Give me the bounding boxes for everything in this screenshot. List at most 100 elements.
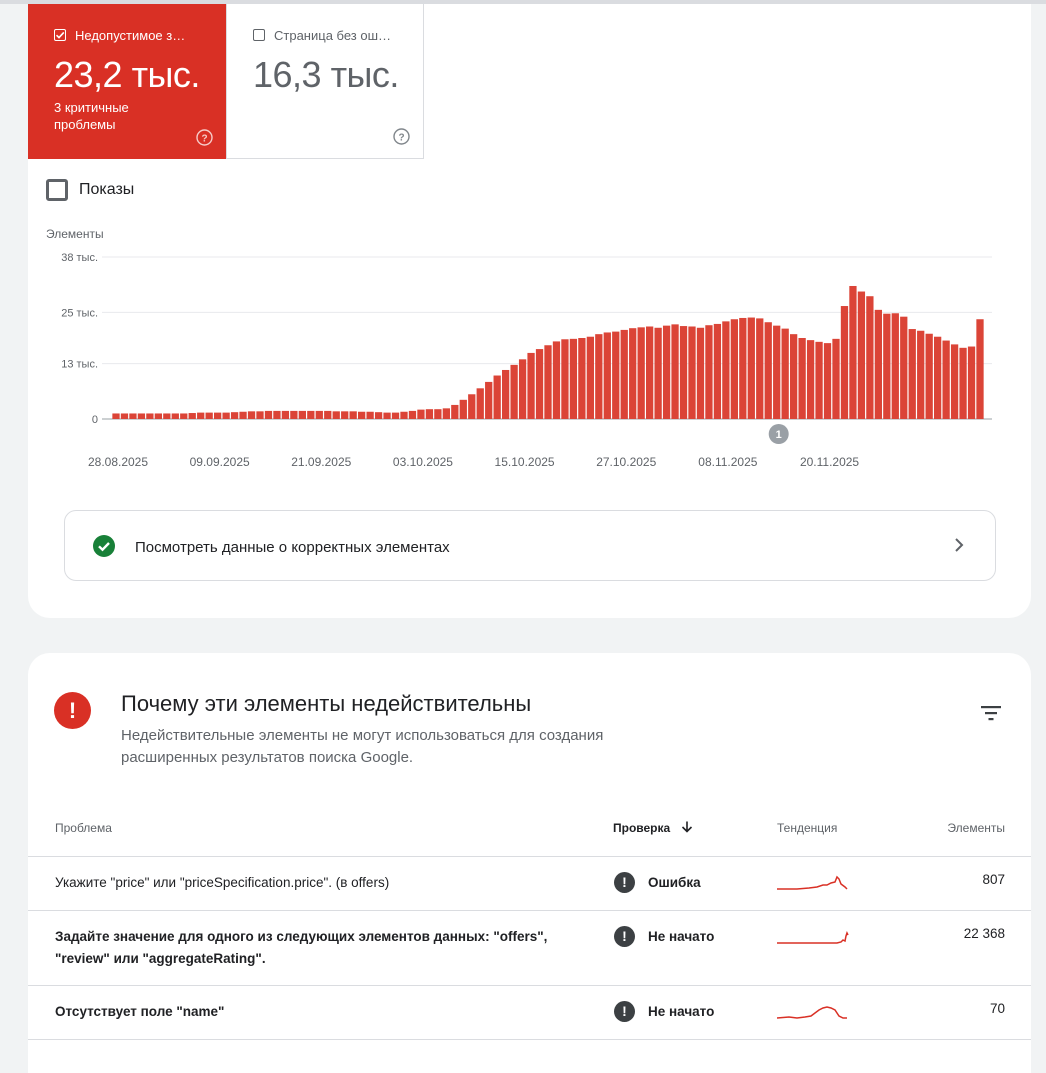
chart-bar[interactable] <box>163 413 171 419</box>
table-row[interactable]: Задайте значение для одного из следующих… <box>28 910 1031 986</box>
chart-bar[interactable] <box>510 364 518 419</box>
chart-bar[interactable] <box>434 409 442 419</box>
chart-bar[interactable] <box>349 411 357 419</box>
chart-bar[interactable] <box>959 347 967 419</box>
chart-bar[interactable] <box>722 321 730 419</box>
chart-bar[interactable] <box>967 346 976 419</box>
filter-icon[interactable] <box>980 704 1002 722</box>
chart-bar[interactable] <box>654 327 662 419</box>
checkbox-unchecked-icon[interactable] <box>46 179 68 201</box>
chart-bar[interactable] <box>840 306 849 419</box>
chart-bar[interactable] <box>612 331 620 419</box>
chart-bar[interactable] <box>273 410 281 419</box>
chart-bar[interactable] <box>459 399 467 419</box>
chart-bar[interactable] <box>358 411 366 419</box>
chart-bar[interactable] <box>552 341 561 419</box>
view-valid-items-link[interactable]: Посмотреть данные о корректных элементах <box>64 510 996 581</box>
chart-bar[interactable] <box>366 411 374 419</box>
chart-bar[interactable] <box>476 388 484 419</box>
chart-bar[interactable] <box>620 329 628 419</box>
chart-bar[interactable] <box>790 334 798 419</box>
chart-bar[interactable] <box>764 322 772 419</box>
chart-bar[interactable] <box>781 328 789 419</box>
chart-bar[interactable] <box>502 369 510 419</box>
chart-bar[interactable] <box>120 413 129 419</box>
chart-bar[interactable] <box>205 412 213 419</box>
chart-bar[interactable] <box>730 319 738 419</box>
chart-bar[interactable] <box>485 381 493 419</box>
chart-bar[interactable] <box>518 359 527 419</box>
chart-bar[interactable] <box>247 411 256 419</box>
chart-bar[interactable] <box>696 327 705 419</box>
chart-bar[interactable] <box>341 411 349 419</box>
help-icon[interactable]: ? <box>393 128 410 145</box>
chart-bar[interactable] <box>264 410 273 419</box>
chart-bar[interactable] <box>637 327 645 419</box>
chart-bar[interactable] <box>688 326 696 419</box>
checkbox-unchecked-icon[interactable] <box>253 29 265 41</box>
chart-bar[interactable] <box>917 330 925 419</box>
column-header-trend[interactable]: Тенденция <box>777 821 838 835</box>
chart-bar[interactable] <box>798 338 806 419</box>
chart-bar[interactable] <box>900 316 908 419</box>
chart-bar[interactable] <box>188 413 196 419</box>
invalid-items-tile[interactable]: Недопустимое з… 23,2 тыс. 3 критичные пр… <box>28 4 226 159</box>
chart-bar[interactable] <box>137 413 146 419</box>
chart-bar[interactable] <box>222 412 230 419</box>
chart-bar[interactable] <box>849 285 857 419</box>
chart-bar[interactable] <box>679 326 688 419</box>
chart-bar[interactable] <box>595 334 603 419</box>
chart-bar[interactable] <box>535 349 544 419</box>
table-row[interactable]: Укажите "price" или "priceSpecification.… <box>28 856 1031 911</box>
chart-bar[interactable] <box>527 352 535 419</box>
chart-bar[interactable] <box>908 329 916 419</box>
chart-bar[interactable] <box>417 409 425 419</box>
chart-bar[interactable] <box>756 318 764 419</box>
help-icon[interactable]: ? <box>196 129 213 146</box>
chart-bar[interactable] <box>874 309 882 419</box>
chart-bar[interactable] <box>239 411 247 419</box>
chart-bar[interactable] <box>950 344 959 419</box>
chart-bar[interactable] <box>230 412 239 419</box>
chart-bar[interactable] <box>747 317 755 419</box>
chart-bar[interactable] <box>569 338 578 419</box>
chart-bar[interactable] <box>332 411 340 419</box>
chart-bar[interactable] <box>823 343 832 419</box>
chart-bar[interactable] <box>307 410 315 419</box>
table-row[interactable] <box>28 1039 1031 1073</box>
chart-bar[interactable] <box>857 291 866 419</box>
chart-bar[interactable] <box>180 413 188 419</box>
chart-bar[interactable] <box>806 340 815 419</box>
chart-bar[interactable] <box>425 409 434 419</box>
chart-bar[interactable] <box>832 338 840 419</box>
chart-bar[interactable] <box>197 412 205 419</box>
chart-bar[interactable] <box>383 412 391 419</box>
chart-bar[interactable] <box>374 412 383 419</box>
column-header-issue[interactable]: Проблема <box>55 821 112 835</box>
table-row[interactable]: Отсутствует поле "name" ! Не начато 70 <box>28 985 1031 1040</box>
chart-bar[interactable] <box>629 328 637 419</box>
column-header-validation[interactable]: Проверка <box>613 821 694 835</box>
chart-bar[interactable] <box>662 325 671 419</box>
column-header-items[interactable]: Элементы <box>947 821 1005 835</box>
chart-bar[interactable] <box>934 336 942 419</box>
chart-bar[interactable] <box>112 413 120 419</box>
chart-bar[interactable] <box>468 394 476 419</box>
chart-bar[interactable] <box>451 404 459 419</box>
chart-bar[interactable] <box>129 413 137 419</box>
chart-bar[interactable] <box>815 341 823 419</box>
chart-bar[interactable] <box>442 408 450 419</box>
chart-bar[interactable] <box>773 325 781 419</box>
chart-bar[interactable] <box>891 313 899 419</box>
chart-bar[interactable] <box>408 410 417 419</box>
chart-bar[interactable] <box>154 413 162 419</box>
chart-bar[interactable] <box>976 319 984 419</box>
chart-bar[interactable] <box>586 336 594 419</box>
chart-bar[interactable] <box>544 345 552 419</box>
chart-bar[interactable] <box>324 410 332 419</box>
chart-bar[interactable] <box>391 412 400 419</box>
chart-bar[interactable] <box>400 411 408 419</box>
chart-bar[interactable] <box>866 296 874 419</box>
annotation-marker[interactable] <box>768 424 789 444</box>
chart-bar[interactable] <box>705 325 713 419</box>
